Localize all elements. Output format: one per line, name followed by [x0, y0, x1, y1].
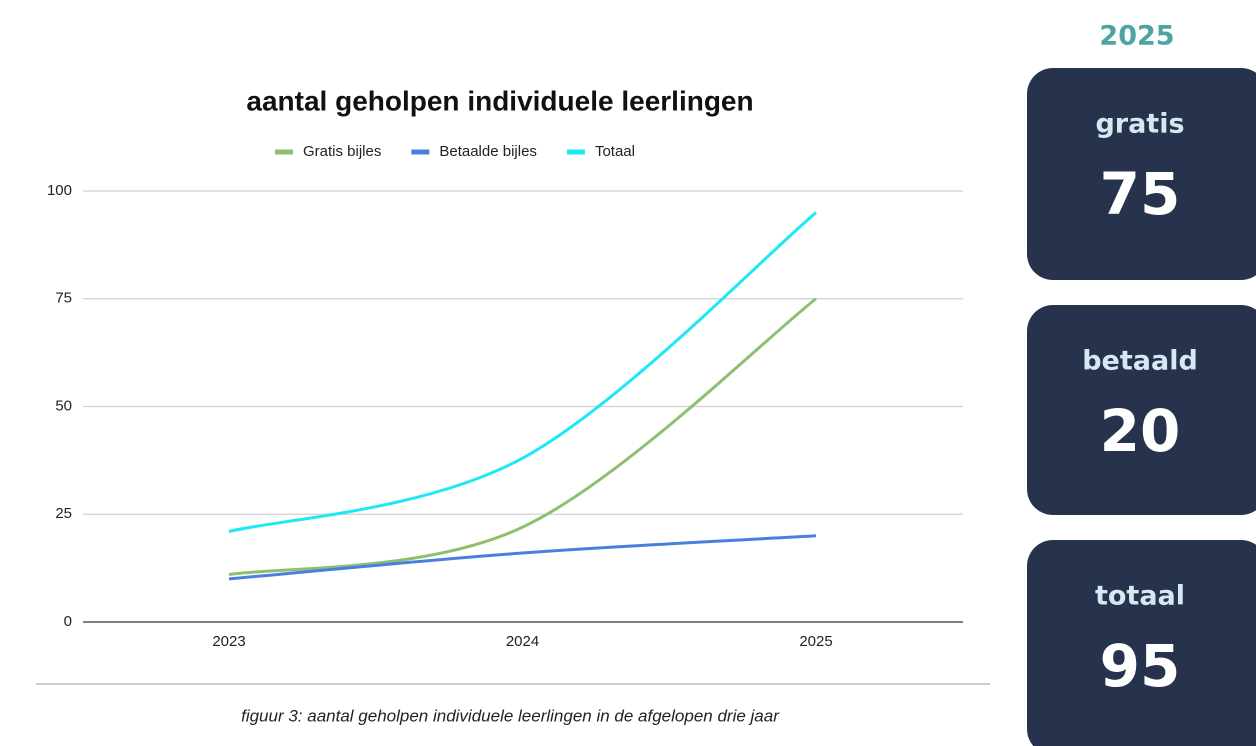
- stat-card: [1027, 305, 1256, 515]
- card-label: gratis: [1095, 109, 1184, 140]
- stat-card: [1027, 540, 1256, 746]
- legend-label: Betaalde bijles: [439, 143, 537, 160]
- card-label: betaald: [1082, 346, 1198, 377]
- series-line: [228, 211, 817, 533]
- x-tick-label: 2025: [799, 633, 832, 650]
- stat-card: [1027, 68, 1256, 280]
- x-tick-label: 2024: [506, 633, 539, 650]
- y-tick-label: 0: [64, 613, 72, 630]
- card-label: totaal: [1095, 581, 1185, 612]
- y-tick-label: 50: [55, 397, 72, 414]
- panel-title: 2025: [1099, 21, 1174, 52]
- legend-label: Gratis bijles: [303, 143, 381, 160]
- card-value: 75: [1100, 160, 1181, 228]
- y-tick-label: 100: [47, 182, 72, 199]
- legend-label: Totaal: [595, 143, 635, 160]
- x-tick-label: 2023: [212, 633, 245, 650]
- card-value: 20: [1100, 397, 1181, 465]
- series-line: [228, 297, 817, 577]
- series-line: [228, 534, 817, 581]
- y-tick-label: 75: [55, 290, 72, 307]
- chart-title: aantal geholpen individuele leerlingen: [246, 85, 753, 116]
- card-value: 95: [1100, 632, 1181, 700]
- y-tick-label: 25: [55, 505, 72, 522]
- caption: figuur 3: aantal geholpen individuele le…: [241, 706, 780, 725]
